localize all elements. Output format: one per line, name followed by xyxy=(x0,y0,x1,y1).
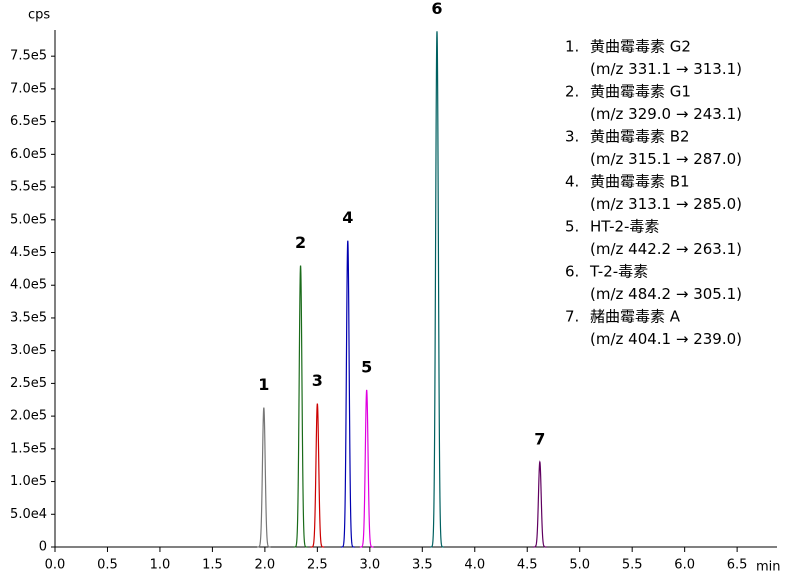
peak-label: 5 xyxy=(361,357,372,376)
legend-transition: (m/z 315.1 → 287.0) xyxy=(590,150,742,168)
y-tick-label: 2.5e5 xyxy=(10,376,47,391)
peak-label: 4 xyxy=(342,208,353,227)
y-tick-label: 7.5e5 xyxy=(10,49,47,64)
y-tick-label: 1.0e5 xyxy=(10,474,47,489)
legend-transition: (m/z 484.2 → 305.1) xyxy=(590,285,742,303)
y-tick-label: 3.5e5 xyxy=(10,310,47,325)
peak xyxy=(257,407,271,548)
legend-transition: (m/z 313.1 → 285.0) xyxy=(590,195,742,213)
peak-label: 3 xyxy=(312,371,323,390)
x-tick-label: 1.0 xyxy=(150,558,171,573)
y-tick-label: 4.0e5 xyxy=(10,278,47,293)
y-tick-label: 7.0e5 xyxy=(10,81,47,96)
peak xyxy=(430,31,444,548)
peak xyxy=(293,265,308,548)
legend-number: 1. xyxy=(565,38,579,56)
legend-transition: (m/z 442.2 → 263.1) xyxy=(590,240,742,258)
y-tick-label: 6.5e5 xyxy=(10,114,47,129)
y-tick-label: 5.0e4 xyxy=(10,507,47,522)
legend-name: HT-2-毒素 xyxy=(590,218,659,236)
x-tick-label: 2.5 xyxy=(307,558,328,573)
legend-number: 6. xyxy=(565,263,579,281)
y-tick-label: 5.0e5 xyxy=(10,212,47,227)
legend-transition: (m/z 404.1 → 239.0) xyxy=(590,330,742,348)
x-axis-label: min xyxy=(756,560,781,575)
x-tick-label: 0.5 xyxy=(97,558,118,573)
legend-number: 4. xyxy=(565,173,579,191)
x-tick-label: 1.5 xyxy=(202,558,223,573)
y-axis-label: cps xyxy=(28,8,50,23)
x-tick-label: 0.0 xyxy=(45,558,66,573)
legend-transition: (m/z 331.1 → 313.1) xyxy=(590,60,742,78)
y-tick-label: 5.5e5 xyxy=(10,180,47,195)
peak xyxy=(340,240,355,548)
legend-name: 黄曲霉毒素 G2 xyxy=(590,38,691,56)
x-tick-label: 2.0 xyxy=(255,558,276,573)
y-tick-label: 0 xyxy=(39,540,47,555)
legend-number: 5. xyxy=(565,218,579,236)
x-tick-label: 3.0 xyxy=(359,558,380,573)
x-tick-label: 5.0 xyxy=(569,558,590,573)
legend-name: 黄曲霉毒素 B2 xyxy=(590,128,690,146)
y-tick-label: 3.0e5 xyxy=(10,343,47,358)
x-tick-label: 6.0 xyxy=(674,558,695,573)
peak-label: 7 xyxy=(534,429,545,448)
legend-name: 黄曲霉毒素 G1 xyxy=(590,83,691,101)
peak-label: 2 xyxy=(295,233,306,252)
peak-label: 1 xyxy=(258,375,269,394)
y-tick-label: 4.5e5 xyxy=(10,245,47,260)
legend-name: 赭曲霉毒素 A xyxy=(590,308,681,326)
y-tick-label: 1.5e5 xyxy=(10,441,47,456)
peak xyxy=(533,460,547,548)
legend-number: 3. xyxy=(565,128,579,146)
legend-number: 2. xyxy=(565,83,579,101)
legend-transition: (m/z 329.0 → 243.1) xyxy=(590,105,742,123)
peak xyxy=(310,403,325,548)
y-tick-label: 2.0e5 xyxy=(10,409,47,424)
legend-name: T-2-毒素 xyxy=(589,263,648,281)
y-tick-label: 6.0e5 xyxy=(10,147,47,162)
legend-name: 黄曲霉毒素 B1 xyxy=(590,173,690,191)
x-tick-label: 3.5 xyxy=(412,558,433,573)
x-tick-label: 5.5 xyxy=(622,558,643,573)
peak xyxy=(359,389,374,548)
legend-number: 7. xyxy=(565,308,579,326)
x-tick-label: 4.0 xyxy=(464,558,485,573)
x-tick-label: 6.5 xyxy=(727,558,748,573)
peak-label: 6 xyxy=(431,0,442,18)
x-tick-label: 4.5 xyxy=(517,558,538,573)
